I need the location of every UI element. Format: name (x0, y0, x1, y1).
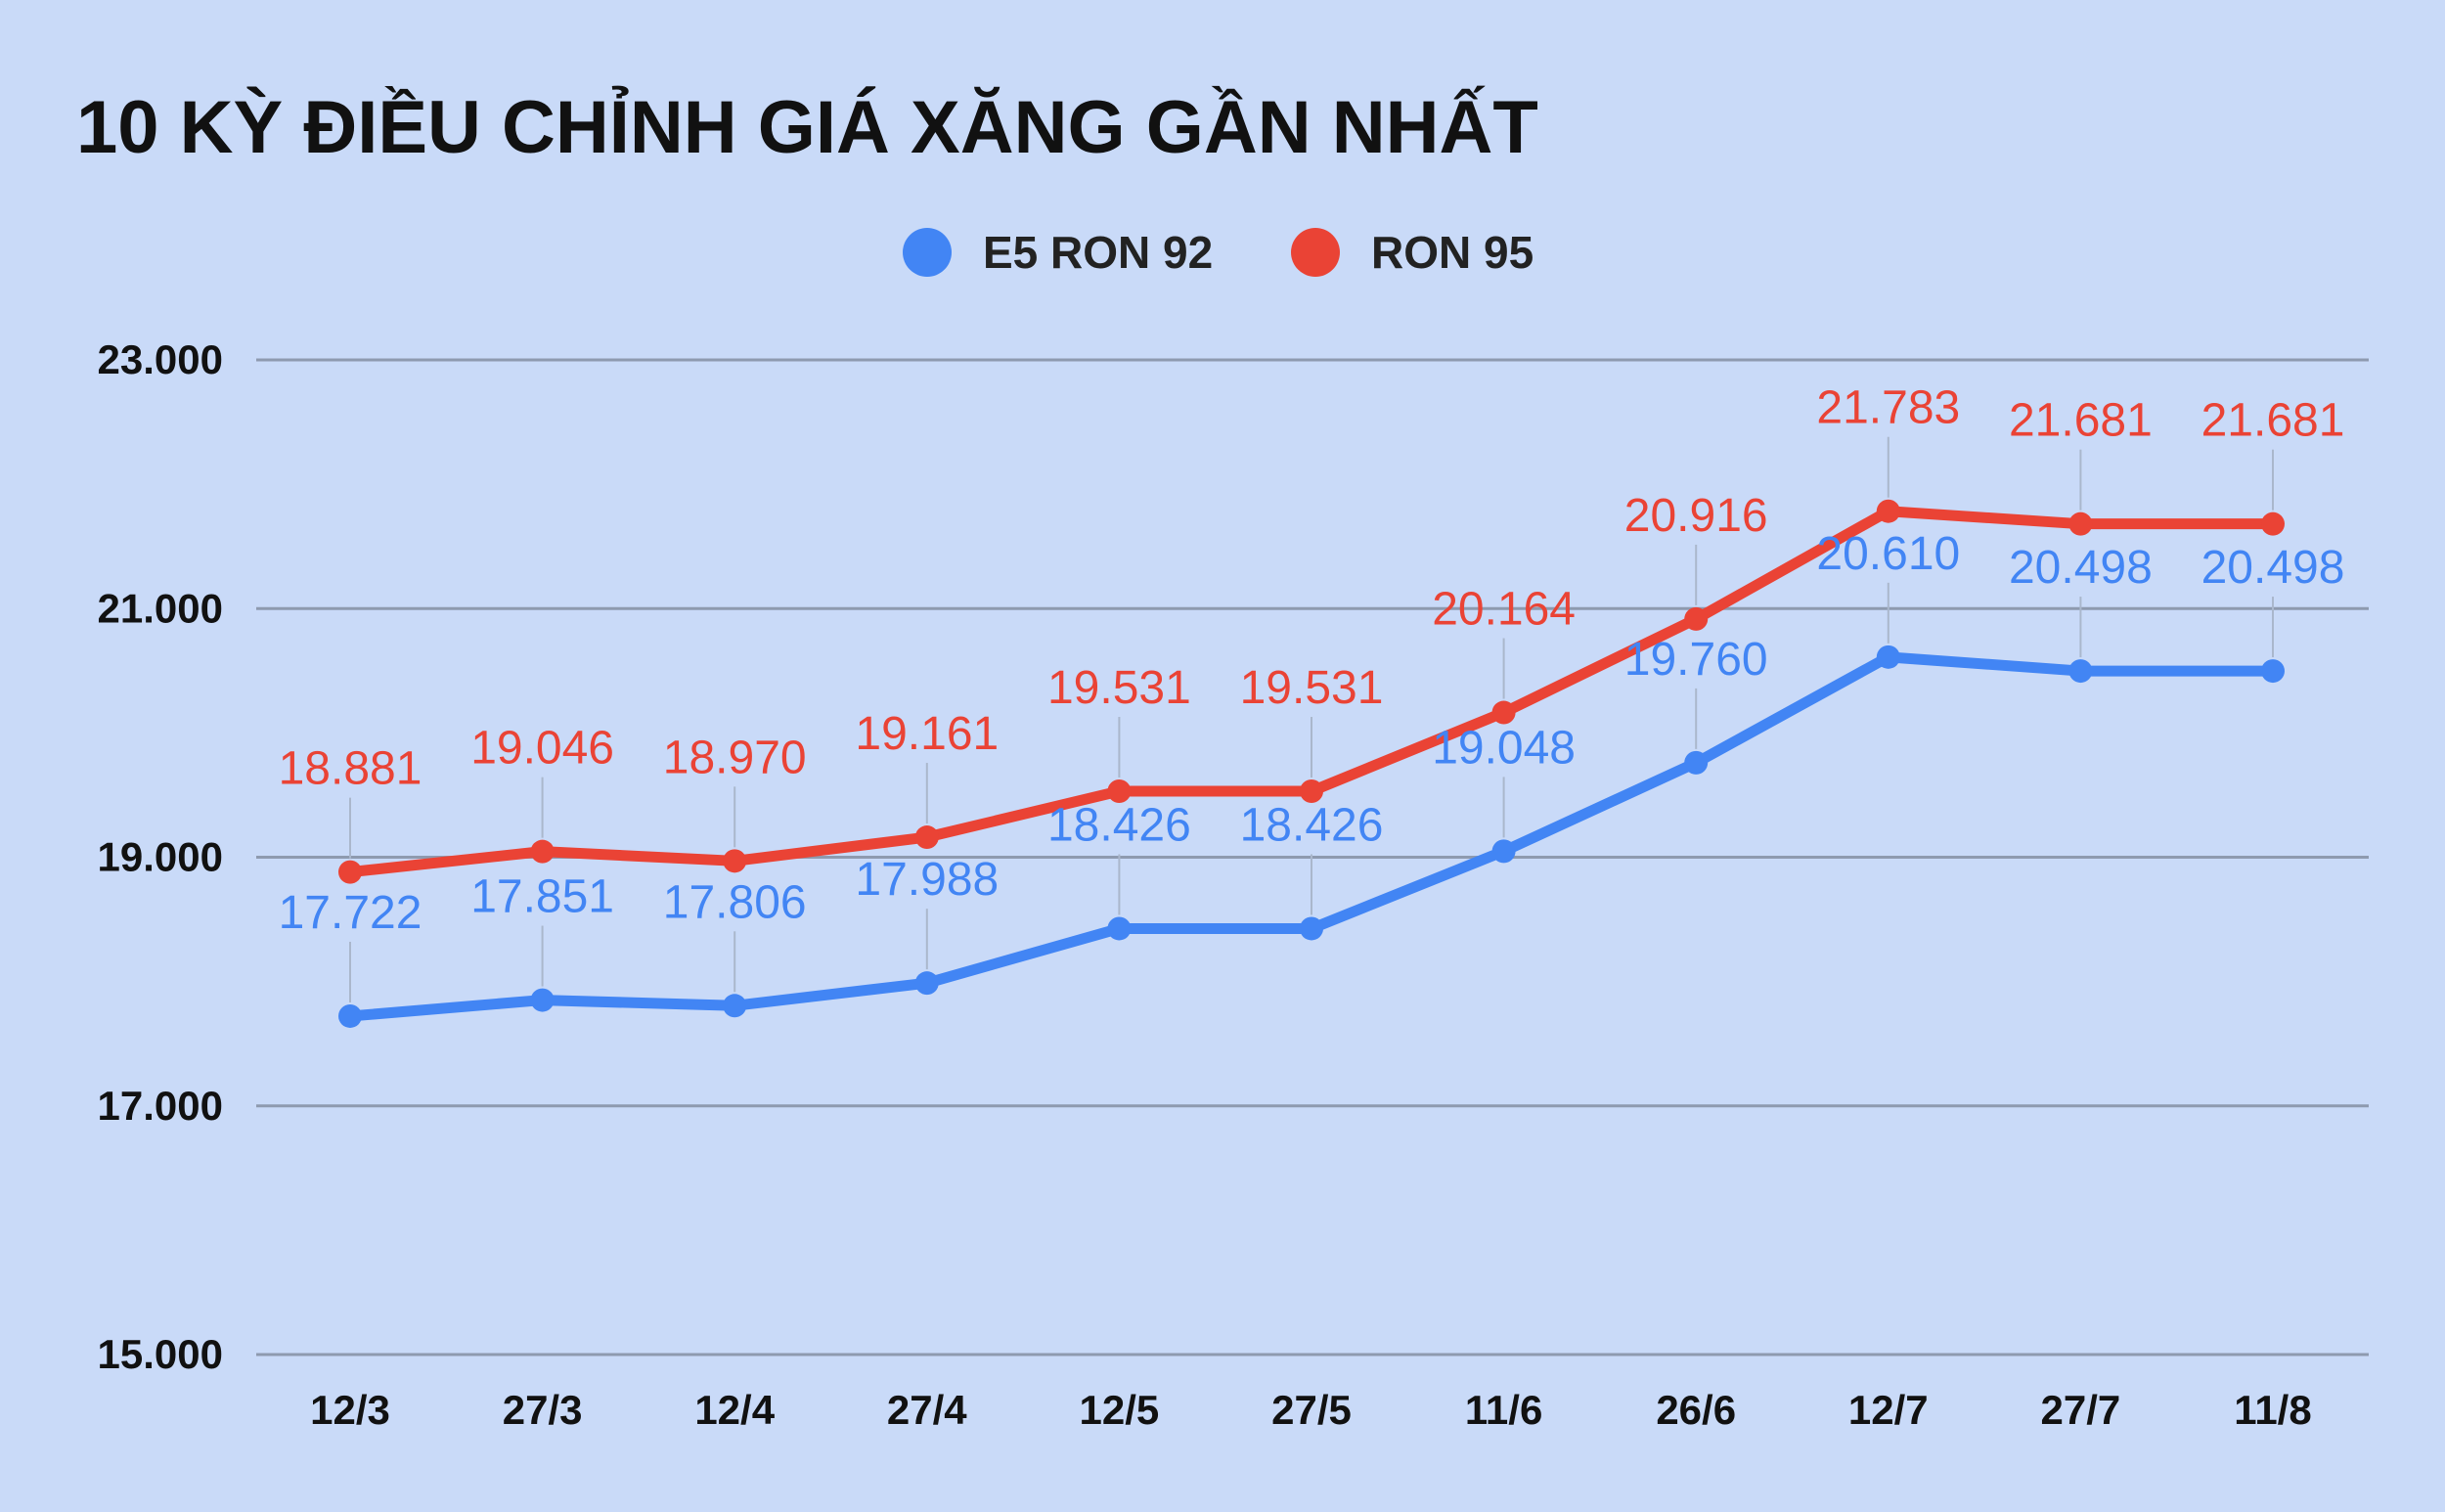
data-label: 21.681 (2009, 395, 2153, 447)
data-point (2261, 511, 2285, 536)
data-point (2261, 659, 2285, 684)
data-point (914, 971, 939, 996)
data-label: 21.783 (1816, 382, 1960, 434)
data-label: 19.760 (1624, 634, 1768, 686)
data-point (1491, 839, 1516, 864)
legend-label-ron-95: RON 95 (1371, 227, 1534, 278)
x-tick-label: 27/5 (1271, 1387, 1352, 1433)
x-tick-label: 12/7 (1848, 1387, 1929, 1433)
chart-title: 10 KỲ ĐIỀU CHỈNH GIÁ XĂNG GẦN NHẤT (76, 86, 1538, 169)
legend-label-e5-ron-92: E5 RON 92 (983, 227, 1213, 278)
data-label: 17.851 (470, 871, 614, 923)
data-point (530, 988, 555, 1012)
legend: E5 RON 92 RON 95 (903, 227, 1534, 278)
data-point (2068, 659, 2093, 684)
data-point (1300, 778, 1323, 803)
data-label: 19.161 (855, 708, 999, 760)
data-point (530, 839, 555, 864)
data-label: 18.881 (279, 743, 422, 795)
data-label: 17.806 (663, 876, 807, 928)
series-ron-95 (338, 499, 2285, 884)
data-label: 18.426 (1047, 799, 1191, 851)
data-point (723, 849, 747, 873)
x-tick-label: 27/4 (887, 1387, 967, 1433)
y-tick-label: 21.000 (98, 585, 223, 631)
data-label: 17.988 (855, 854, 999, 906)
data-point (338, 1003, 362, 1028)
data-label: 21.681 (2201, 395, 2345, 447)
y-tick-label: 17.000 (98, 1083, 223, 1129)
legend-marker-ron-95 (1291, 228, 1340, 277)
data-point (338, 860, 362, 884)
data-point (1107, 916, 1132, 941)
x-tick-label: 11/8 (2234, 1387, 2311, 1433)
x-axis: 12/3 27/3 12/4 27/4 12/5 27/5 11/6 26/6 12/7 27/7… (310, 1387, 2312, 1433)
data-label: 19.531 (1240, 662, 1384, 714)
x-tick-label: 11/6 (1465, 1387, 1542, 1433)
y-tick-label: 15.000 (98, 1331, 223, 1377)
data-point (1684, 606, 1709, 631)
y-tick-label: 23.000 (98, 336, 223, 382)
data-label: 18.970 (663, 732, 807, 783)
x-tick-label: 12/5 (1080, 1387, 1160, 1433)
data-labels: 17.722 17.851 17.806 17.988 18.426 18.426 19.0… (279, 382, 2345, 939)
data-label: 20.164 (1432, 584, 1576, 636)
data-label: 20.916 (1624, 490, 1768, 542)
data-label: 18.426 (1240, 799, 1384, 851)
data-label: 19.048 (1432, 722, 1576, 774)
data-point (1876, 645, 1900, 669)
data-point (2068, 511, 2093, 536)
data-label: 20.498 (2201, 542, 2345, 594)
data-label: 19.531 (1047, 662, 1191, 714)
y-axis: 15.000 17.000 19.000 21.000 23.000 (98, 336, 223, 1377)
data-label: 19.046 (470, 723, 614, 775)
data-label: 17.722 (279, 887, 422, 939)
series (338, 499, 2285, 1028)
data-point (1491, 700, 1516, 725)
x-tick-label: 26/6 (1656, 1387, 1736, 1433)
data-point (1876, 499, 1900, 523)
x-tick-label: 12/4 (694, 1387, 775, 1433)
data-label: 20.610 (1816, 528, 1960, 580)
data-point (1300, 916, 1323, 941)
series-e5-ron-92 (338, 645, 2285, 1028)
data-label: 20.498 (2009, 542, 2153, 594)
data-point (1107, 778, 1132, 803)
data-point (914, 825, 939, 850)
label-leaders (349, 436, 2274, 1002)
x-tick-label: 27/3 (503, 1387, 583, 1433)
legend-marker-e5-ron-92 (903, 228, 952, 277)
x-tick-label: 12/3 (310, 1387, 390, 1433)
data-point (723, 994, 747, 1018)
x-tick-label: 27/7 (2041, 1387, 2121, 1433)
y-tick-label: 19.000 (98, 834, 223, 880)
data-point (1684, 750, 1709, 775)
